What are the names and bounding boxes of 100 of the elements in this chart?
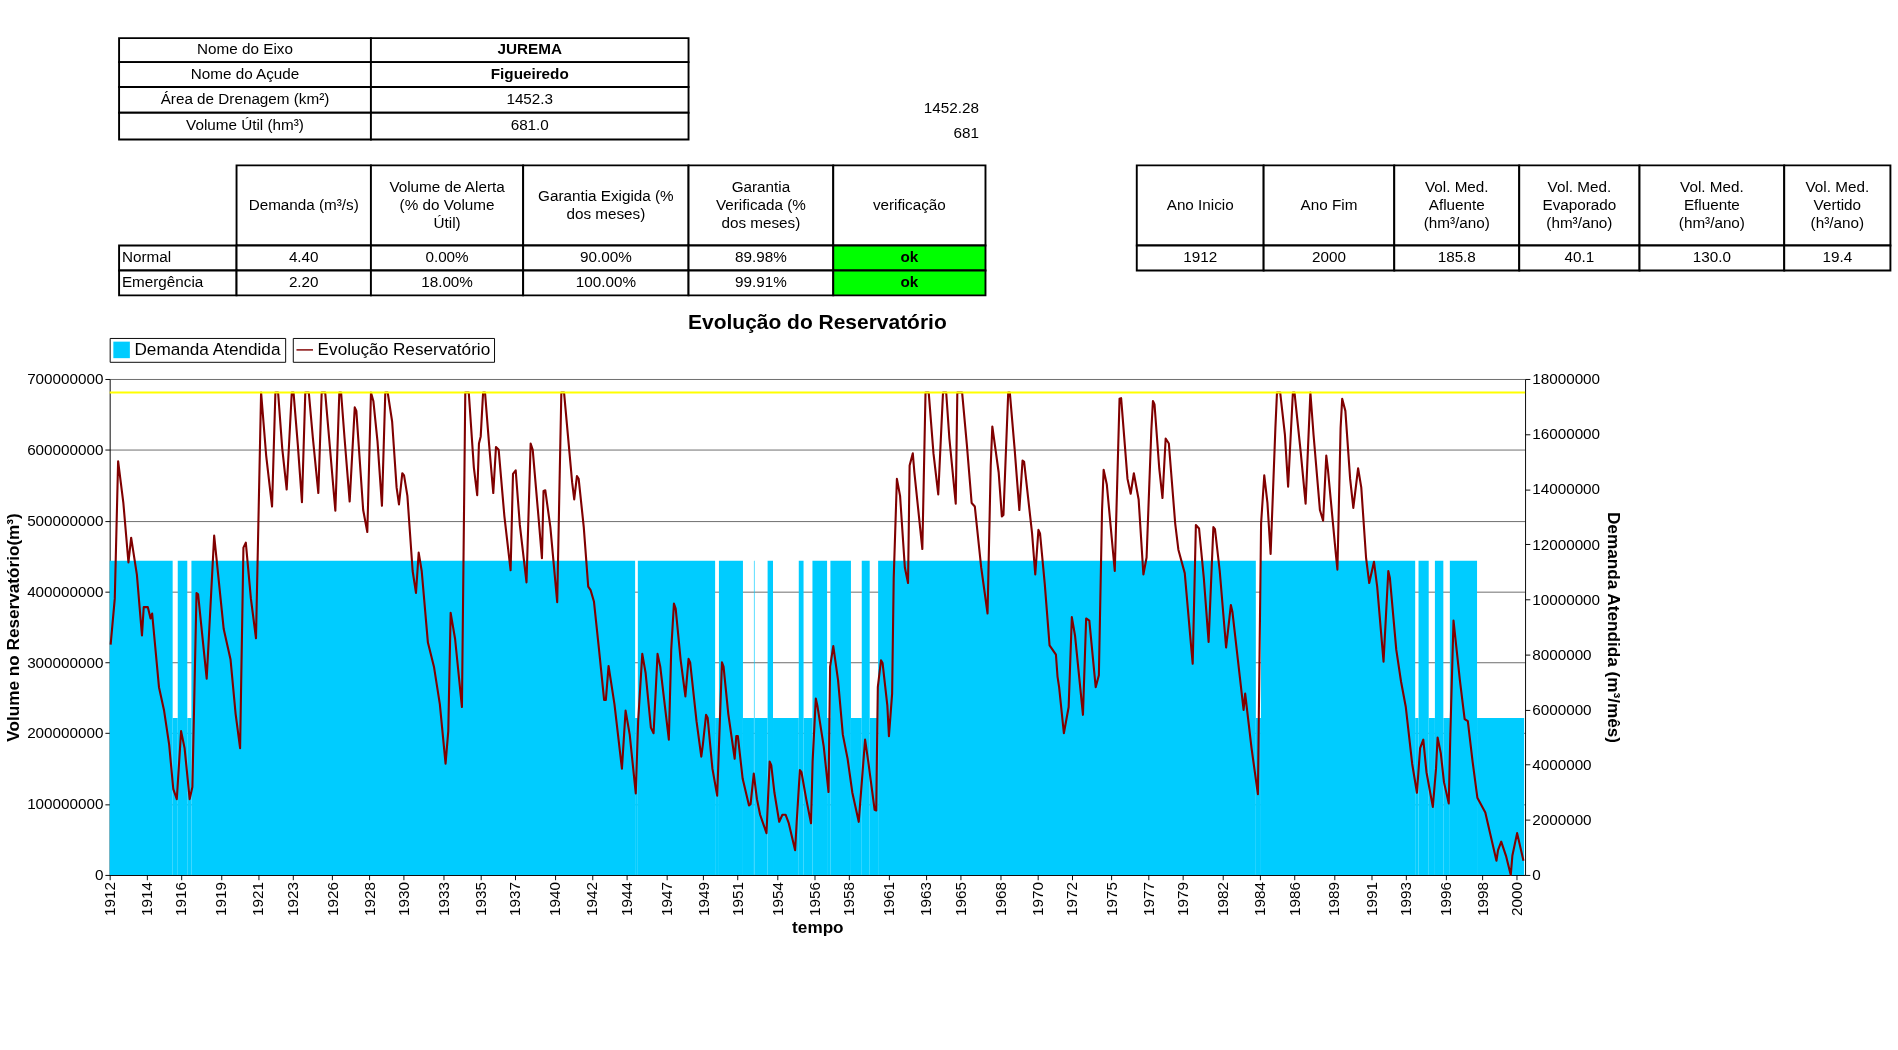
y-tick-label: 600000000 <box>27 441 104 459</box>
y2-tick-label: 12000000 <box>1532 535 1601 553</box>
x-tick-label: 1996 <box>1436 882 1454 917</box>
text: 18.00% <box>421 273 474 291</box>
text: Vol. Med. Evaporado (hm³/ano) <box>1542 177 1617 231</box>
text: 2.20 <box>288 273 319 291</box>
x-tick-label: 1975 <box>1102 882 1120 917</box>
text: Volume de Alerta (% do Volume Útil) <box>389 177 506 231</box>
x-axis-title: tempo <box>792 917 844 938</box>
x-tick-label: 1970 <box>1028 882 1046 917</box>
text: ok <box>900 273 919 291</box>
y2-tick-label: 8000000 <box>1532 645 1592 663</box>
text: 1452.28 <box>923 99 979 117</box>
text: 19.4 <box>1822 248 1853 266</box>
x-tick-label: 1991 <box>1362 882 1380 917</box>
text: 99.91% <box>735 273 788 291</box>
x-tick-label: 1921 <box>249 882 267 917</box>
x-tick-label: 1926 <box>323 882 341 917</box>
x-tick-label: 1984 <box>1251 881 1269 917</box>
x-tick-label: 1935 <box>471 882 489 917</box>
x-tick-label: 1914 <box>137 881 155 917</box>
text: Vol. Med. Efluente (hm³/ano) <box>1678 177 1745 231</box>
text: Figueiredo <box>490 64 569 82</box>
text: Volume Útil (hm³) <box>186 116 304 134</box>
x-tick-label: 1968 <box>991 882 1009 917</box>
y2-tick-label: 0 <box>1532 866 1541 884</box>
y-tick-label: 0 <box>95 866 104 884</box>
text: Emergência <box>121 273 204 291</box>
text: JUREMA <box>497 40 562 58</box>
y2-tick-label: 10000000 <box>1532 590 1601 608</box>
text: Nome do Açude <box>190 64 300 82</box>
y-axis-title: Volume no Reservatório(m³) <box>3 513 24 742</box>
x-tick-label: 1986 <box>1285 882 1303 917</box>
text: 89.98% <box>735 248 788 266</box>
x-tick-label: 2000 <box>1508 882 1526 917</box>
x-tick-label: 1979 <box>1174 882 1192 917</box>
y-tick-label: 400000000 <box>27 582 104 600</box>
legend-label: Demanda Atendida <box>134 338 281 359</box>
text: Normal <box>121 248 172 266</box>
x-tick-label: 1977 <box>1139 882 1157 917</box>
x-tick-label: 1912 <box>100 882 118 917</box>
text: 0.00% <box>425 248 470 266</box>
text: verificação <box>872 195 946 213</box>
y2-tick-label: 4000000 <box>1532 755 1592 773</box>
y-tick-label: 700000000 <box>27 370 104 388</box>
x-tick-label: 1954 <box>768 881 786 917</box>
x-tick-label: 1972 <box>1062 882 1080 917</box>
x-tick-label: 1928 <box>360 882 378 917</box>
x-tick-label: 1944 <box>617 881 635 917</box>
x-tick-label: 1940 <box>546 882 564 917</box>
x-tick-label: 1949 <box>694 882 712 917</box>
text: Garantia Verificada (% dos meses) <box>715 177 807 231</box>
text: Nome do Eixo <box>197 40 293 58</box>
y-tick-label: 200000000 <box>27 724 104 742</box>
text: Vol. Med. Vertido (h³/ano) <box>1805 177 1870 231</box>
text: Ano Inicio <box>1166 195 1234 213</box>
text: Vol. Med. Afluente (hm³/ano) <box>1423 177 1490 231</box>
x-tick-label: 1963 <box>917 882 935 917</box>
y2-axis-title: Demanda Atendida (m³/mês) <box>1603 511 1624 743</box>
legend-label: Evolução Reservatório <box>317 338 491 359</box>
text: 1452.3 <box>506 90 554 108</box>
text: 681 <box>953 124 979 142</box>
y-tick-label: 500000000 <box>27 511 104 529</box>
text: Garantia Exigida (% dos meses) <box>538 186 675 222</box>
text: Ano Fim <box>1300 195 1358 213</box>
text: 90.00% <box>579 248 633 266</box>
x-tick-label: 1919 <box>212 882 230 917</box>
text: Demanda (m³/s) <box>248 195 359 213</box>
y2-tick-label: 14000000 <box>1532 480 1601 498</box>
x-tick-label: 1933 <box>434 882 452 917</box>
x-tick-label: 1951 <box>728 882 746 917</box>
x-tick-label: 1998 <box>1473 882 1491 917</box>
text: 130.0 <box>1692 248 1731 266</box>
text: 40.1 <box>1564 248 1595 266</box>
x-tick-label: 1956 <box>805 882 823 917</box>
text: 4.40 <box>288 248 319 266</box>
text: 100.00% <box>575 273 637 291</box>
text: 1912 <box>1183 248 1218 266</box>
x-tick-label: 1958 <box>840 882 858 917</box>
text: ok <box>900 248 919 266</box>
x-tick-label: 1965 <box>951 882 969 917</box>
x-tick-label: 1942 <box>583 882 601 917</box>
text: 681.0 <box>510 116 549 134</box>
text: 185.8 <box>1437 248 1476 266</box>
y-tick-label: 300000000 <box>27 653 104 671</box>
x-tick-label: 1961 <box>880 882 898 917</box>
text: Área de Drenagem (km²) <box>160 90 330 108</box>
x-tick-label: 1916 <box>172 882 190 917</box>
x-tick-label: 1982 <box>1214 882 1232 917</box>
x-tick-label: 1993 <box>1396 882 1414 917</box>
y2-tick-label: 16000000 <box>1532 425 1601 443</box>
x-tick-label: 1923 <box>283 882 301 917</box>
y2-tick-label: 6000000 <box>1532 700 1592 718</box>
x-tick-label: 1937 <box>506 882 524 917</box>
y2-tick-label: 2000000 <box>1532 811 1592 829</box>
text: 2000 <box>1311 248 1346 266</box>
chart-title: Evolução do Reservatório <box>688 309 947 333</box>
x-tick-label: 1989 <box>1325 882 1343 917</box>
x-tick-label: 1930 <box>394 882 412 917</box>
x-tick-label: 1947 <box>657 882 675 917</box>
